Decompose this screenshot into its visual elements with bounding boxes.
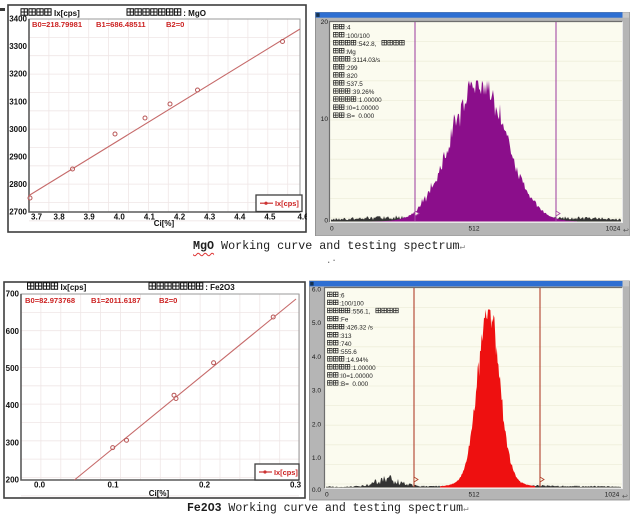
svg-text:0.3: 0.3 — [290, 481, 302, 490]
svg-text:2900: 2900 — [9, 152, 27, 161]
svg-text:: Fe2O3: : Fe2O3 — [205, 283, 235, 292]
svg-text::555.6: :555.6 — [339, 349, 357, 356]
svg-text:400: 400 — [6, 401, 20, 410]
svg-text:0.1: 0.1 — [107, 481, 119, 490]
svg-text:2800: 2800 — [9, 180, 27, 189]
svg-text:3100: 3100 — [9, 97, 27, 106]
svg-text::542.8,: :542.8, — [357, 41, 377, 48]
svg-text::Fe: :Fe — [339, 317, 349, 324]
svg-text::39.26%: :39.26% — [351, 89, 375, 96]
svg-text:20: 20 — [321, 19, 329, 26]
svg-text:3300: 3300 — [9, 42, 27, 51]
svg-text::4: :4 — [345, 25, 351, 32]
svg-text::I0=1.00000: :I0=1.00000 — [345, 105, 379, 112]
svg-text::820: :820 — [345, 73, 358, 80]
svg-text::3114.03/s: :3114.03/s — [351, 57, 380, 64]
svg-text:500: 500 — [6, 364, 20, 373]
svg-text:1024: 1024 — [605, 492, 620, 499]
svg-text:3400: 3400 — [9, 15, 27, 24]
svg-text:4.6: 4.6 — [297, 213, 307, 222]
svg-text:Ci[%]: Ci[%] — [154, 219, 175, 228]
svg-text:4.0: 4.0 — [114, 213, 126, 222]
svg-text:B0=218.79981: B0=218.79981 — [32, 20, 83, 29]
svg-text::556.1,: :556.1, — [351, 309, 371, 316]
svg-text:3200: 3200 — [9, 70, 27, 79]
svg-text::426.32 /s: :426.32 /s — [345, 325, 373, 332]
svg-text:600: 600 — [6, 327, 20, 336]
svg-text:6.0: 6.0 — [312, 287, 321, 294]
svg-text:0.0: 0.0 — [34, 481, 46, 490]
svg-text::313: :313 — [339, 333, 352, 340]
svg-text:300: 300 — [6, 438, 20, 447]
svg-text:B2=0: B2=0 — [166, 20, 184, 29]
svg-text:Ix[cps]: Ix[cps] — [275, 199, 299, 208]
svg-text::Mg: :Mg — [345, 49, 356, 56]
svg-text:Ci[%]: Ci[%] — [149, 489, 170, 498]
svg-text:Ix[cps]: Ix[cps] — [54, 9, 80, 18]
svg-text:1024: 1024 — [606, 226, 621, 233]
svg-text:0: 0 — [330, 226, 334, 233]
svg-text:Ix[cps]: Ix[cps] — [274, 468, 298, 477]
svg-text:2700: 2700 — [9, 208, 27, 217]
svg-text:↩: ↩ — [622, 494, 628, 501]
svg-text::14.94%: :14.94% — [345, 357, 369, 364]
svg-text:B0=82.973768: B0=82.973768 — [25, 296, 75, 305]
svg-text:Ix[cps]: Ix[cps] — [61, 283, 87, 292]
svg-text:4.5: 4.5 — [264, 213, 276, 222]
svg-text:700: 700 — [6, 290, 20, 299]
svg-text:512: 512 — [468, 492, 479, 499]
svg-text:1.0: 1.0 — [312, 455, 321, 462]
svg-text:4.1: 4.1 — [144, 213, 156, 222]
svg-text:3.8: 3.8 — [54, 213, 66, 222]
svg-text:512: 512 — [468, 226, 479, 233]
svg-text::100/100: :100/100 — [339, 301, 364, 308]
svg-text:B1=686.48511: B1=686.48511 — [96, 20, 146, 29]
svg-text:10: 10 — [321, 116, 329, 123]
svg-text:200: 200 — [6, 476, 20, 485]
svg-text:0.2: 0.2 — [199, 481, 211, 490]
svg-text:3.9: 3.9 — [84, 213, 96, 222]
svg-text::299: :299 — [345, 65, 358, 72]
svg-text::6: :6 — [339, 293, 345, 300]
svg-text:B1=2011.6187: B1=2011.6187 — [91, 296, 141, 305]
svg-text:: MgO: : MgO — [183, 9, 206, 18]
svg-text:4.2: 4.2 — [174, 213, 186, 222]
svg-text::740: :740 — [339, 341, 352, 348]
svg-text:4.4: 4.4 — [234, 213, 246, 222]
svg-text:5.0: 5.0 — [312, 320, 321, 327]
svg-text:0: 0 — [324, 218, 328, 225]
svg-text:3.7: 3.7 — [31, 213, 43, 222]
svg-text::537.5: :537.5 — [345, 81, 363, 88]
svg-text:0: 0 — [325, 492, 329, 499]
svg-text::1.00000: :1.00000 — [357, 97, 382, 104]
svg-text::I0=1.00000: :I0=1.00000 — [339, 373, 373, 380]
svg-text::B= 0.000: :B= 0.000 — [345, 113, 374, 120]
svg-text:3000: 3000 — [9, 125, 27, 134]
svg-text::100/100: :100/100 — [345, 33, 370, 40]
svg-text:↩: ↩ — [623, 228, 629, 235]
svg-text:B2=0: B2=0 — [159, 296, 177, 305]
svg-text::B= 0.000: :B= 0.000 — [339, 381, 368, 388]
svg-text:3.0: 3.0 — [312, 388, 321, 395]
svg-text:2.0: 2.0 — [312, 421, 321, 428]
svg-text:0.0: 0.0 — [312, 487, 321, 494]
svg-text:4.3: 4.3 — [204, 213, 216, 222]
svg-text::1.00000: :1.00000 — [351, 365, 376, 372]
svg-text:4.0: 4.0 — [312, 354, 321, 361]
